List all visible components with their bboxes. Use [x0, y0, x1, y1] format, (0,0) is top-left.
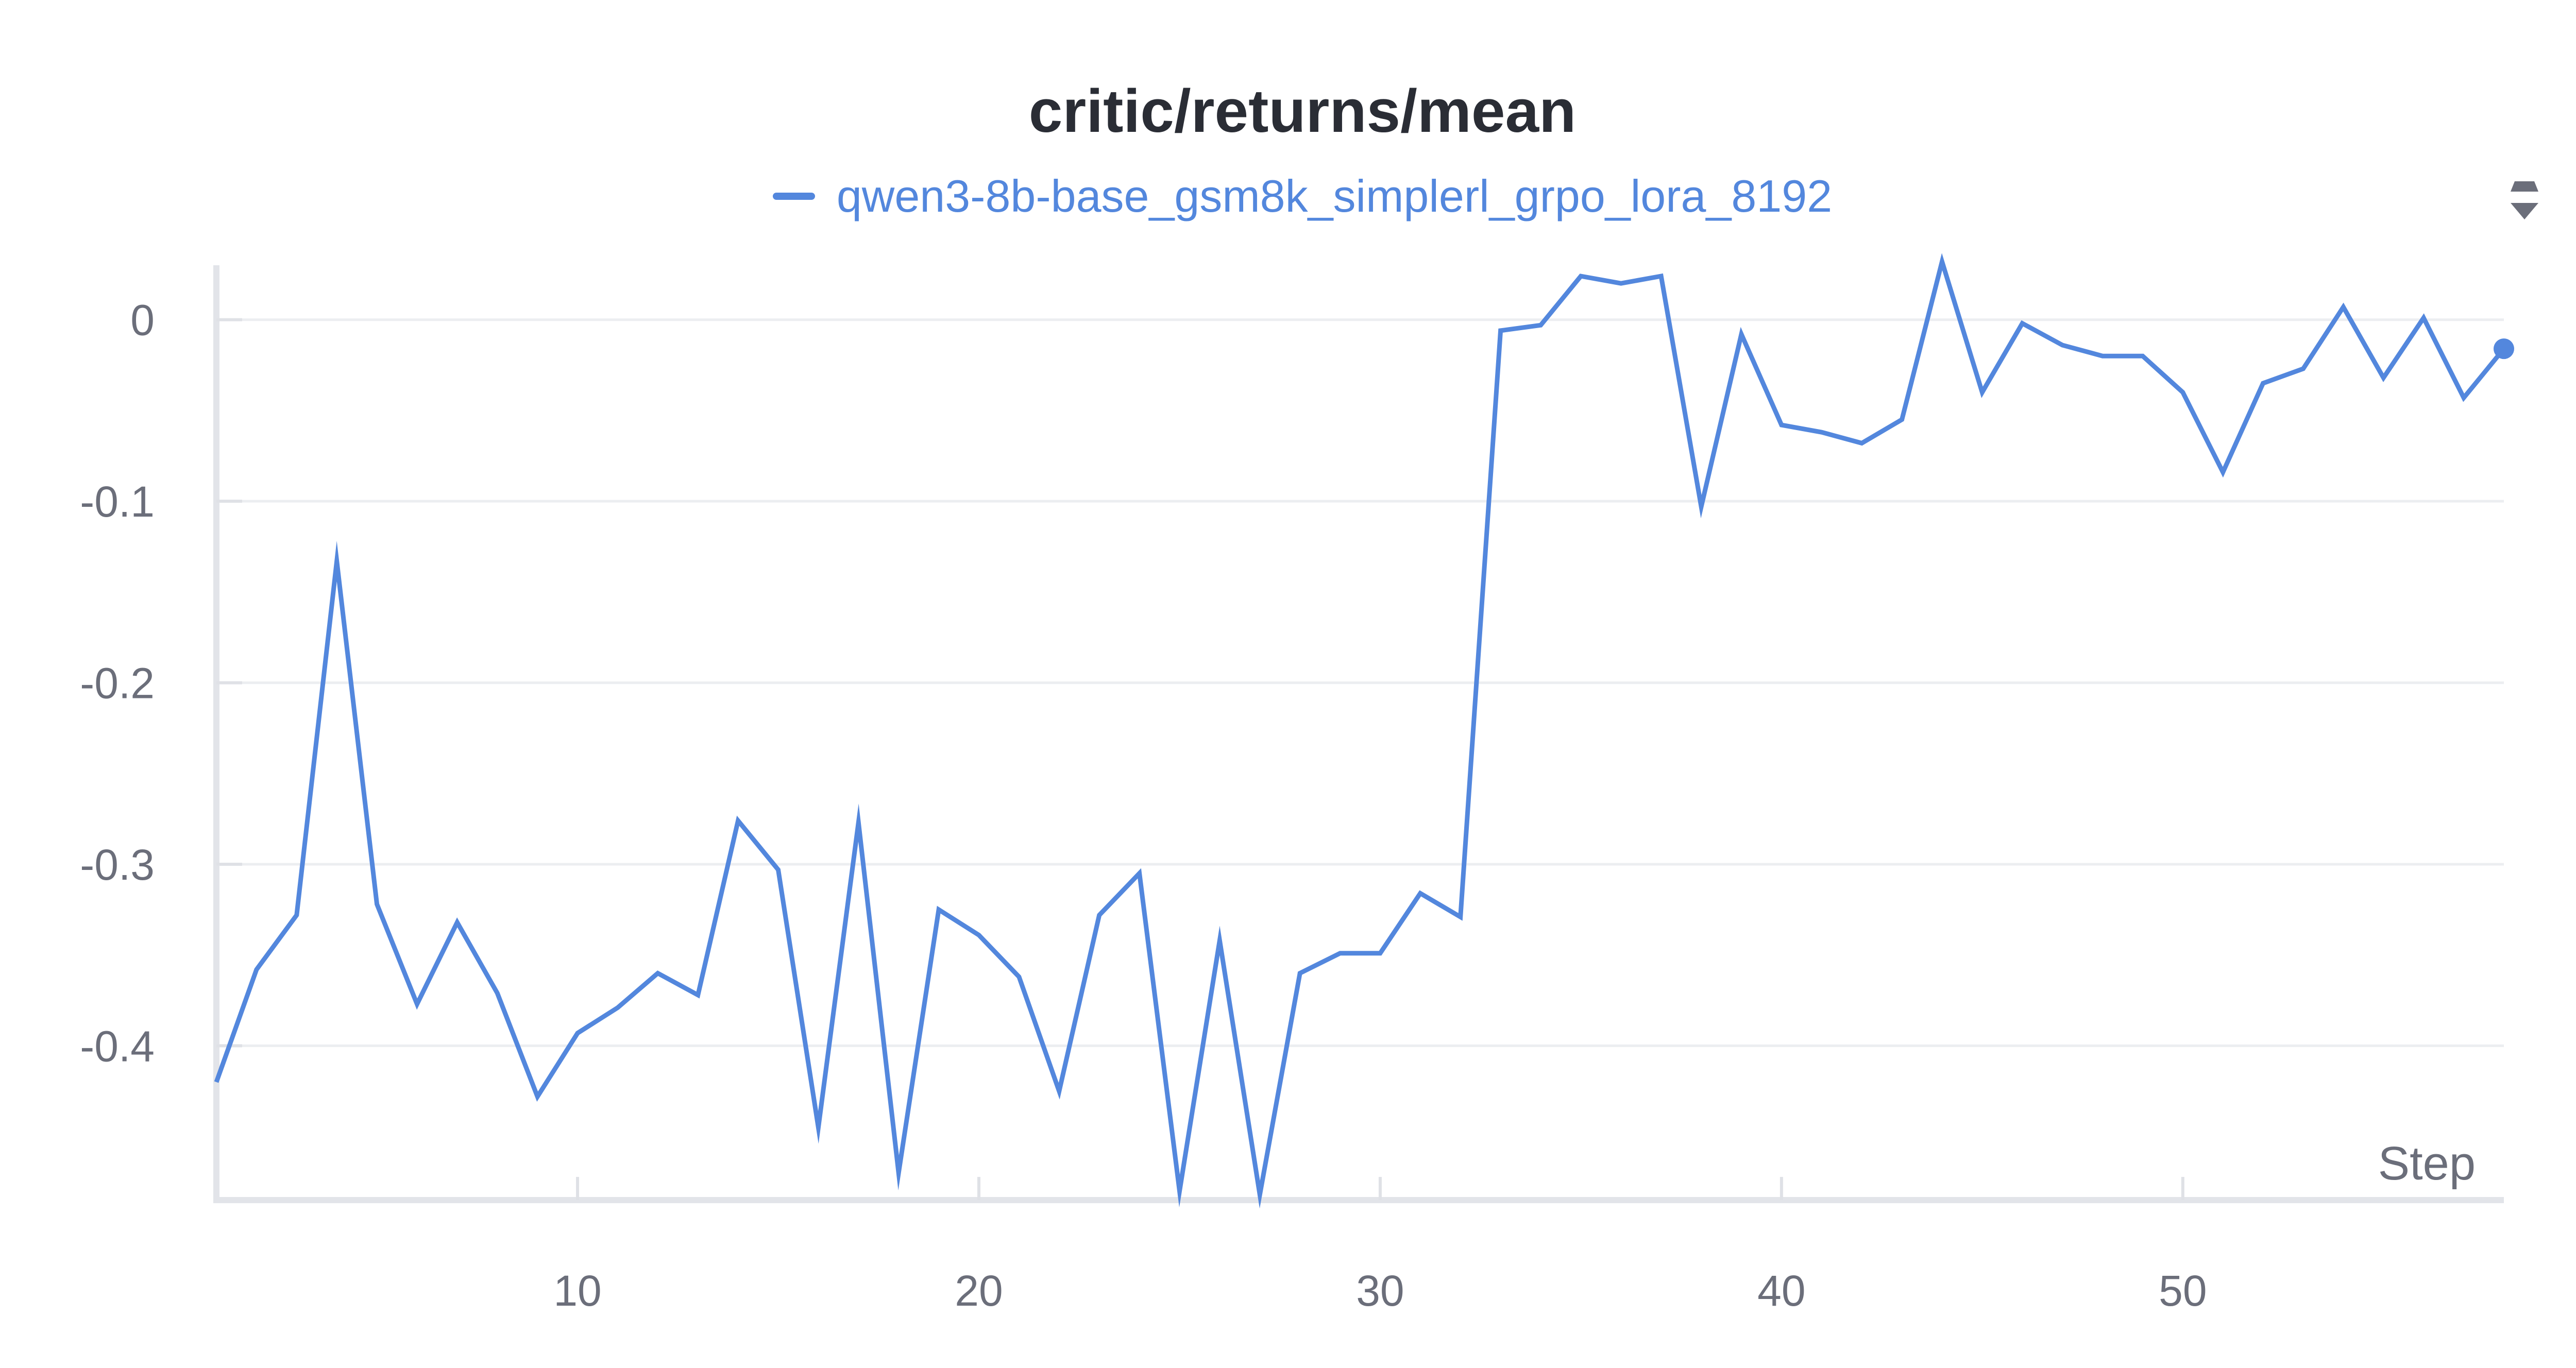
- y-ticks: 0 -0.1 -0.2 -0.3 -0.4: [80, 296, 242, 1070]
- x-axis-title: Step: [2378, 1137, 2476, 1190]
- legend-swatch: [772, 193, 815, 200]
- x-tick-label: 40: [1757, 1267, 1805, 1315]
- y-tick-label: 0: [130, 296, 155, 345]
- x-tick-label: 10: [553, 1267, 601, 1315]
- collapse-expand-icon[interactable]: [2501, 170, 2548, 227]
- y-tick-label: -0.2: [80, 659, 155, 708]
- series-line[interactable]: [214, 253, 2506, 1209]
- y-tick-label: -0.1: [80, 477, 155, 526]
- chart-title: critic/returns/mean: [1028, 77, 1577, 145]
- x-tick-label: 30: [1356, 1267, 1404, 1315]
- series-layer: [214, 253, 2514, 1209]
- y-tick-label: -0.4: [80, 1022, 155, 1070]
- x-ticks: 10 20 30 40 50: [553, 1177, 2207, 1315]
- y-tick-label: -0.3: [80, 841, 155, 889]
- x-tick-label: 50: [2159, 1267, 2207, 1315]
- legend-series-label[interactable]: qwen3-8b-base_gsm8k_simplerl_grpo_lora_8…: [836, 170, 1833, 221]
- legend: qwen3-8b-base_gsm8k_simplerl_grpo_lora_8…: [0, 170, 2576, 223]
- series-end-point[interactable]: [2494, 338, 2514, 360]
- grid-lines: [216, 318, 2504, 1047]
- x-tick-label: 20: [955, 1267, 1003, 1315]
